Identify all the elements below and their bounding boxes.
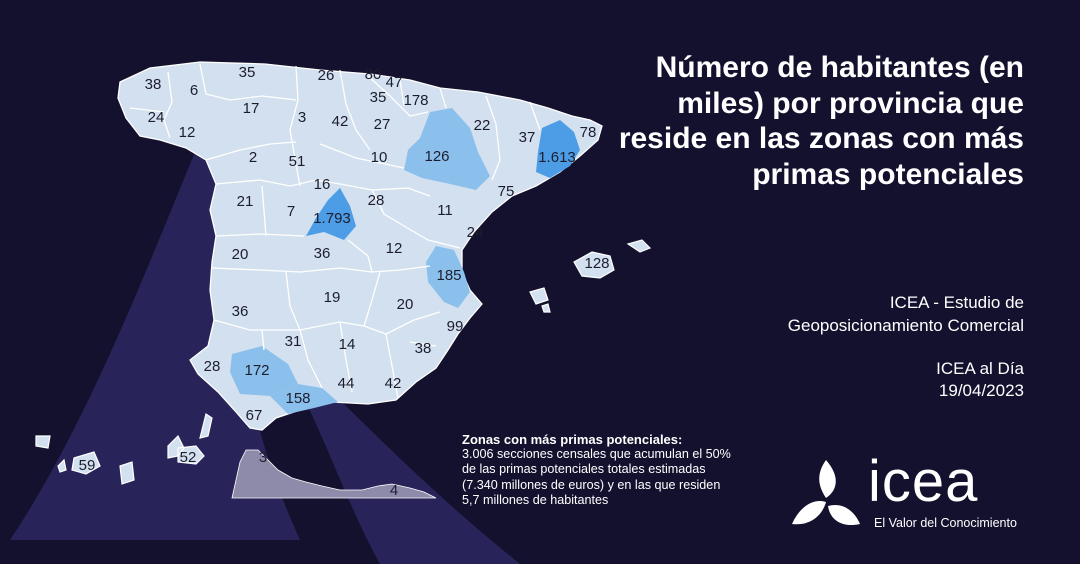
label-bizkaia: 80 — [365, 66, 382, 83]
province-boundaries — [129, 63, 541, 399]
label-granada: 44 — [338, 375, 355, 392]
label-a-coruna: 38 — [145, 76, 162, 93]
note-line-3: (7.340 millones de euros) y en las que r… — [462, 477, 721, 492]
label-almeria: 42 — [385, 375, 402, 392]
publication-name: ICEA al Día — [936, 359, 1024, 378]
note-box: Zonas con más primas potenciales: 3.006 … — [462, 432, 792, 508]
label-alicante: 99 — [447, 318, 464, 335]
label-gipuzkoa: 47 — [386, 74, 403, 91]
label-palencia: 3 — [298, 109, 306, 126]
label-baleares: 128 — [584, 255, 609, 272]
label-huelva: 28 — [204, 358, 221, 375]
label-zaragoza: 126 — [424, 148, 449, 165]
label-barcelona: 1.613 — [538, 149, 576, 166]
label-ceuta: 3 — [259, 449, 267, 466]
label-cantabria: 26 — [318, 67, 335, 84]
note-line-2: de las primas potenciales totales estima… — [462, 462, 706, 477]
province-valencia-shape — [426, 246, 470, 308]
label-ourense: 12 — [179, 124, 196, 141]
icea-tagline: El Valor del Conocimiento — [874, 516, 1017, 530]
decorative-swoosh-right — [300, 380, 520, 564]
label-malaga: 158 — [285, 390, 310, 407]
ceuta-melilla-inset — [231, 449, 437, 499]
label-cordoba: 31 — [285, 333, 302, 350]
province-zaragoza-shape — [404, 108, 490, 190]
label-guadalajara: 28 — [368, 192, 385, 209]
province-sevilla-shape — [230, 346, 298, 396]
label-teruel: 11 — [437, 202, 453, 219]
label-sc-tenerife: 59 — [79, 457, 96, 474]
source-line-2: Geoposicionamiento Comercial — [787, 316, 1024, 335]
label-castellon: 24 — [467, 224, 484, 241]
province-barcelona-shape — [536, 120, 580, 178]
province-madrid-shape — [306, 188, 356, 240]
publication-date: 19/04/2023 — [938, 381, 1024, 400]
map-title: Número de habitantes (en miles) por prov… — [618, 51, 1024, 191]
province-malaga-shape — [270, 384, 338, 414]
icea-wordmark: icea — [868, 449, 979, 514]
label-cuenca: 12 — [386, 240, 403, 257]
label-leon: 17 — [243, 100, 260, 117]
label-pontevedra: 24 — [148, 109, 165, 126]
label-badajoz: 36 — [232, 303, 249, 320]
label-murcia: 38 — [415, 340, 432, 357]
label-lleida: 37 — [519, 129, 536, 146]
label-jaen: 14 — [339, 336, 356, 353]
label-burgos: 42 — [332, 113, 349, 130]
label-tarragona: 75 — [498, 183, 515, 200]
label-zamora: 2 — [249, 149, 257, 166]
canarias-islands — [35, 413, 213, 485]
label-asturias: 35 — [239, 64, 256, 81]
label-cadiz: 67 — [246, 407, 263, 424]
label-valencia: 185 — [436, 267, 461, 284]
label-albacete: 20 — [397, 296, 414, 313]
label-soria: 10 — [371, 149, 388, 166]
label-madrid: 1.793 — [313, 210, 351, 227]
label-araba: 35 — [370, 89, 387, 106]
label-lugo: 6 — [190, 82, 198, 99]
label-la-rioja: 27 — [374, 116, 391, 133]
label-toledo: 36 — [314, 245, 331, 262]
label-ciudad-real: 19 — [324, 289, 341, 306]
label-huesca: 22 — [474, 117, 491, 134]
label-sevilla: 172 — [244, 362, 269, 379]
label-segovia: 16 — [314, 176, 331, 193]
label-navarra: 178 — [403, 92, 428, 109]
note-line-4: 5,7 millones de habitantes — [462, 492, 609, 507]
label-avila: 7 — [287, 203, 295, 220]
note-title: Zonas con más primas potenciales: — [462, 432, 683, 447]
label-salamanca: 21 — [237, 193, 254, 210]
note-line-1: 3.006 secciones censales que acumulan el… — [462, 447, 731, 462]
label-caceres: 20 — [232, 246, 249, 263]
province-labels: 38 6 24 12 35 26 80 47 35 178 17 3 42 27… — [79, 64, 610, 499]
icea-logo-icon — [792, 460, 860, 526]
label-melilla: 4 — [390, 482, 398, 499]
baleares-islands — [529, 239, 652, 313]
label-las-palmas: 52 — [180, 449, 197, 466]
label-valladolid: 51 — [289, 153, 306, 170]
label-girona: 78 — [580, 124, 597, 141]
source-line-1: ICEA - Estudio de — [889, 293, 1024, 312]
icea-logo: icea El Valor del Conocimiento — [788, 452, 1048, 538]
